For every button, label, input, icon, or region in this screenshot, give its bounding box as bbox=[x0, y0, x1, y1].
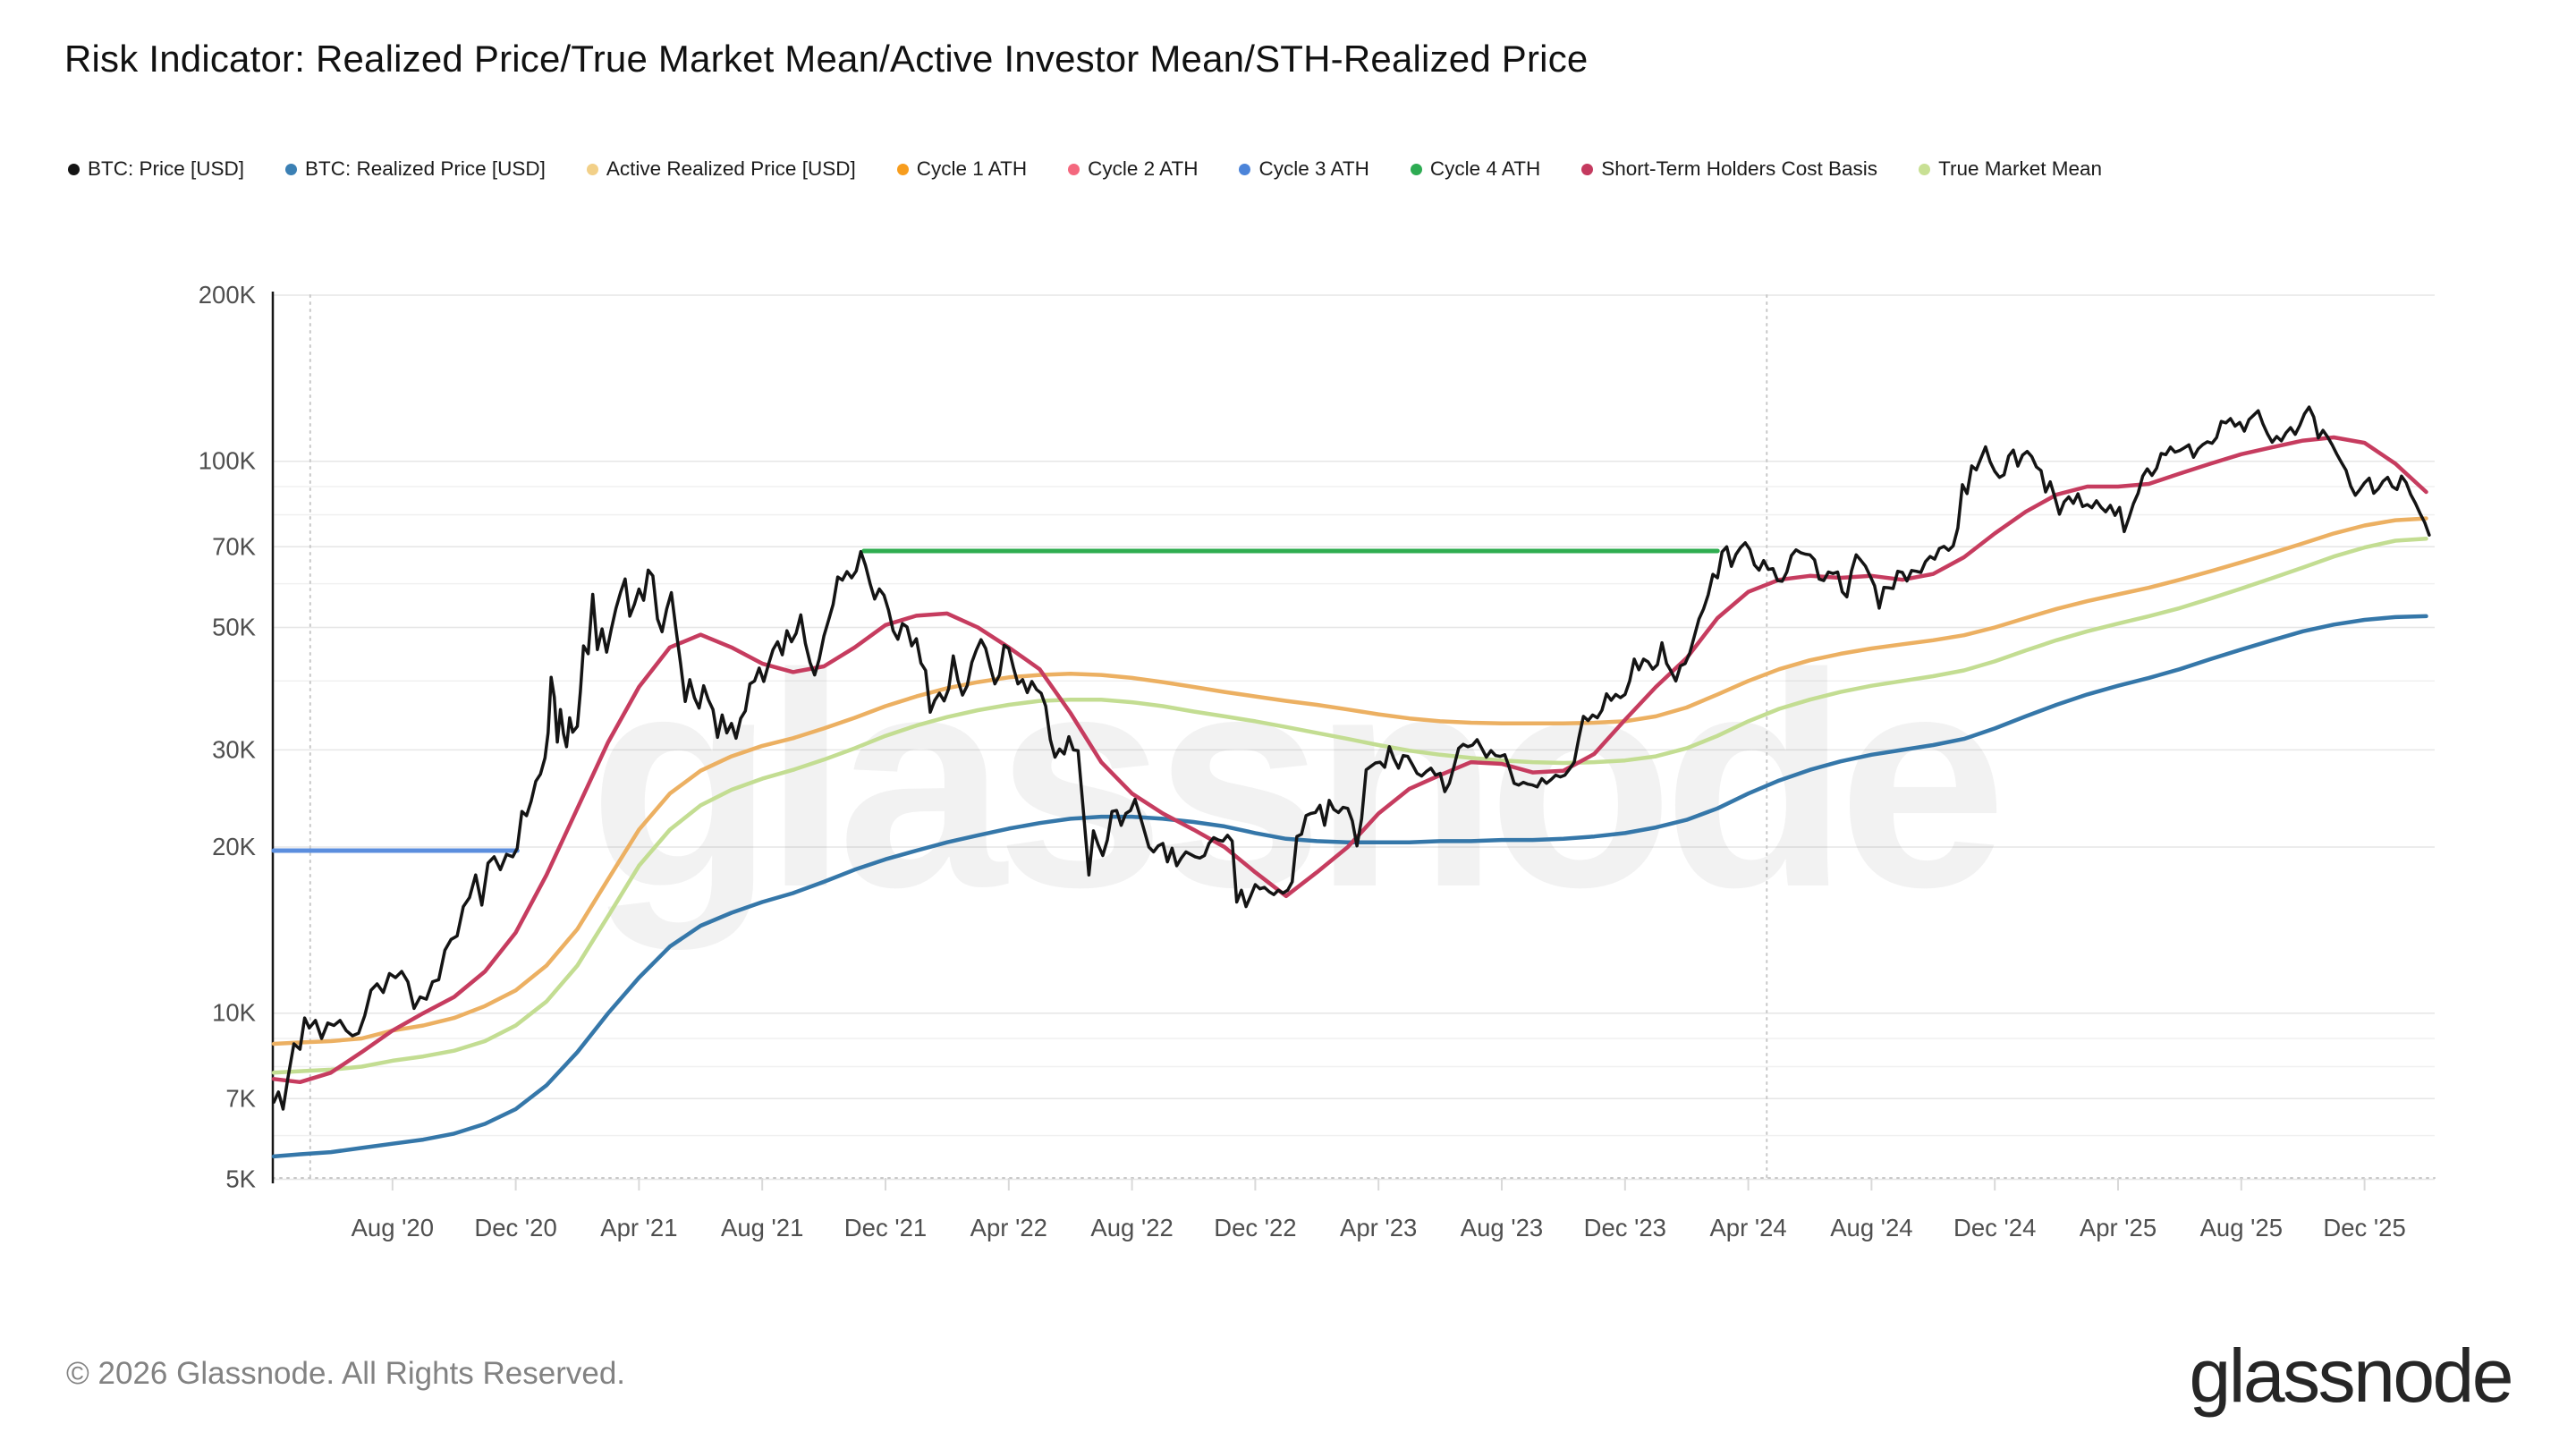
y-axis-label: 100K bbox=[199, 447, 257, 475]
legend-item-cycle-2-ath[interactable]: Cycle 2 ATH bbox=[1068, 157, 1198, 181]
series-active-realized-price-usd bbox=[271, 516, 2428, 1046]
x-axis-label: Apr '25 bbox=[2080, 1214, 2157, 1241]
x-axis-label: Dec '24 bbox=[1953, 1214, 2036, 1241]
legend-marker-icon bbox=[586, 163, 598, 175]
x-axis-label: Apr '22 bbox=[970, 1214, 1047, 1241]
legend-item-label: Cycle 3 ATH bbox=[1258, 157, 1369, 180]
y-axis-label: 30K bbox=[212, 735, 257, 763]
price-chart-canvas[interactable]: glassnode 200K 100K 70K 50K 30K 20K 10K 7K 5K Aug … bbox=[0, 0, 2576, 1288]
x-axis-label: Aug '23 bbox=[1461, 1214, 1543, 1241]
x-axis-label: Dec '23 bbox=[1584, 1214, 1666, 1241]
series-btc-price-usd bbox=[272, 405, 2431, 1111]
legend-item-label: True Market Mean bbox=[1938, 157, 2103, 180]
series-btc-realized-price-usd bbox=[271, 614, 2428, 1159]
legend-marker-icon bbox=[1919, 163, 1931, 175]
y-axis-label: 50K bbox=[212, 613, 257, 640]
legend-marker-icon bbox=[1581, 163, 1594, 175]
x-axis-label: Apr '23 bbox=[1340, 1214, 1417, 1241]
series-short-term-holders-cost-basis bbox=[271, 435, 2428, 1085]
watermark: glassnode bbox=[589, 611, 1999, 952]
y-axis-label: 70K bbox=[212, 532, 257, 560]
series-true-market-mean bbox=[271, 537, 2428, 1075]
x-axis-label: Aug '25 bbox=[2200, 1214, 2283, 1241]
legend-item-label: Active Realized Price [USD] bbox=[606, 157, 856, 180]
copyright-text: © 2026 Glassnode. All Rights Reserved. bbox=[66, 1356, 626, 1391]
legend-item-label: Cycle 1 ATH bbox=[916, 157, 1028, 180]
x-axis-label: Aug '22 bbox=[1090, 1214, 1173, 1241]
x-axis-label: Apr '24 bbox=[1709, 1214, 1786, 1241]
legend-marker-icon bbox=[285, 163, 298, 175]
legend-item-label: Cycle 4 ATH bbox=[1429, 157, 1541, 180]
legend-marker-icon bbox=[896, 163, 909, 175]
legend-item-btc-price-usd[interactable]: BTC: Price [USD] bbox=[68, 157, 244, 181]
x-axis-label: Aug '21 bbox=[721, 1214, 803, 1241]
legend-marker-icon bbox=[1239, 163, 1251, 175]
page-title: Risk Indicator: Realized Price/True Mark… bbox=[64, 38, 1589, 80]
legend-item-btc-realized-price-usd[interactable]: BTC: Realized Price [USD] bbox=[285, 157, 546, 181]
y-axis-label: 200K bbox=[199, 281, 257, 309]
x-axis-label: Apr '21 bbox=[600, 1214, 677, 1241]
legend-item-cycle-1-ath[interactable]: Cycle 1 ATH bbox=[896, 157, 1028, 181]
legend: BTC: Price [USD] BTC: Realized Price [USD… bbox=[68, 157, 2102, 181]
legend-item-cycle-3-ath[interactable]: Cycle 3 ATH bbox=[1239, 157, 1369, 181]
y-axis-label: 20K bbox=[212, 833, 257, 860]
x-axis-label: Aug '24 bbox=[1830, 1214, 1912, 1241]
x-axis-label: Dec '20 bbox=[474, 1214, 556, 1241]
y-axis-label: 5K bbox=[225, 1165, 256, 1192]
y-axis-label: 7K bbox=[225, 1084, 256, 1112]
legend-item-cycle-4-ath[interactable]: Cycle 4 ATH bbox=[1410, 157, 1541, 181]
x-axis-label: Aug '20 bbox=[352, 1214, 434, 1241]
x-axis-label: Dec '21 bbox=[844, 1214, 927, 1241]
x-axis-label: Dec '22 bbox=[1214, 1214, 1296, 1241]
legend-marker-icon bbox=[1068, 163, 1080, 175]
legend-item-active-realized-price-usd[interactable]: Active Realized Price [USD] bbox=[586, 157, 856, 181]
legend-item-label: Short-Term Holders Cost Basis bbox=[1601, 157, 1878, 180]
y-axis-label: 10K bbox=[212, 999, 257, 1027]
legend-item-true-market-mean[interactable]: True Market Mean bbox=[1919, 157, 2102, 181]
legend-item-short-term-holders-cost-basis[interactable]: Short-Term Holders Cost Basis bbox=[1581, 157, 1877, 181]
x-axis-label: Dec '25 bbox=[2323, 1214, 2405, 1241]
legend-item-label: BTC: Realized Price [USD] bbox=[305, 157, 546, 180]
legend-item-label: BTC: Price [USD] bbox=[88, 157, 245, 180]
legend-marker-icon bbox=[68, 163, 80, 175]
legend-item-label: Cycle 2 ATH bbox=[1088, 157, 1199, 180]
glassnode-logo: glassnode bbox=[2189, 1334, 2514, 1418]
legend-marker-icon bbox=[1410, 163, 1422, 175]
